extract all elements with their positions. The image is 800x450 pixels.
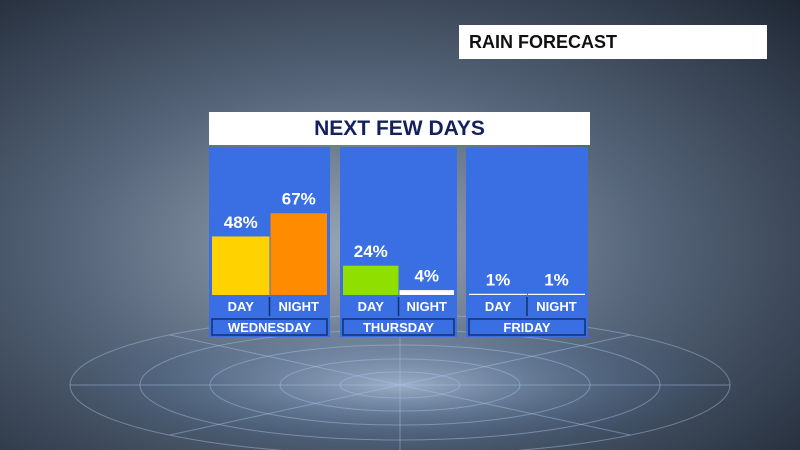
radar-decoration (69, 314, 731, 450)
group-box (468, 318, 586, 336)
group-label: WEDNESDAY (228, 320, 312, 335)
category-label: NIGHT (279, 299, 320, 314)
header-label: RAIN FORECAST (469, 32, 617, 52)
group-box (211, 318, 328, 336)
group-box (342, 318, 455, 336)
group-label: THURSDAY (363, 320, 434, 335)
value-label: 4% (414, 267, 439, 286)
category-label: DAY (485, 299, 512, 314)
category-label: DAY (358, 299, 385, 314)
group-label: FRIDAY (503, 320, 551, 335)
plot: WEDNESDAY THURSDAY FRIDAY 48% DAY 67% NIGHT 24%… (209, 147, 588, 337)
header-box (459, 25, 767, 59)
bar (270, 213, 327, 295)
title-box (209, 112, 590, 145)
category-label: DAY (228, 299, 255, 314)
category-label: NIGHT (536, 299, 577, 314)
bar (528, 293, 585, 295)
value-label: 1% (544, 270, 569, 289)
bar (343, 265, 399, 295)
category-label: NIGHT (407, 299, 448, 314)
chart-title: NEXT FEW DAYS (314, 117, 485, 140)
value-label: 67% (282, 190, 316, 209)
value-label: 24% (354, 242, 388, 261)
bar (469, 293, 527, 295)
value-label: 1% (486, 270, 511, 289)
bar (212, 236, 270, 295)
value-label: 48% (224, 213, 258, 232)
bar (399, 290, 454, 295)
